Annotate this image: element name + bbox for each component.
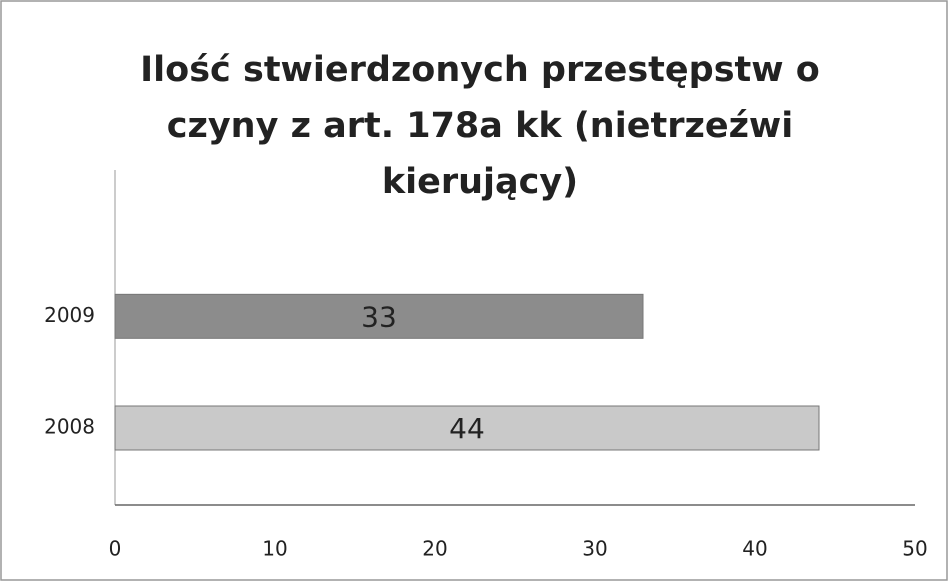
x-tick-label: 0 xyxy=(109,537,122,561)
y-tick-label: 2009 xyxy=(44,303,95,327)
data-label: 33 xyxy=(361,300,397,333)
x-tick-label: 30 xyxy=(582,537,607,561)
data-label: 44 xyxy=(449,412,485,445)
chart-title: Ilość stwierdzonych przestępstw o czyny … xyxy=(140,50,820,202)
x-tick-label: 10 xyxy=(262,537,287,561)
bar xyxy=(114,293,644,339)
x-tick-label: 20 xyxy=(422,537,447,561)
bar xyxy=(114,405,820,451)
y-tick-label: 2008 xyxy=(44,415,95,439)
x-tick-label: 40 xyxy=(742,537,767,561)
x-tick-label: 50 xyxy=(902,537,927,561)
